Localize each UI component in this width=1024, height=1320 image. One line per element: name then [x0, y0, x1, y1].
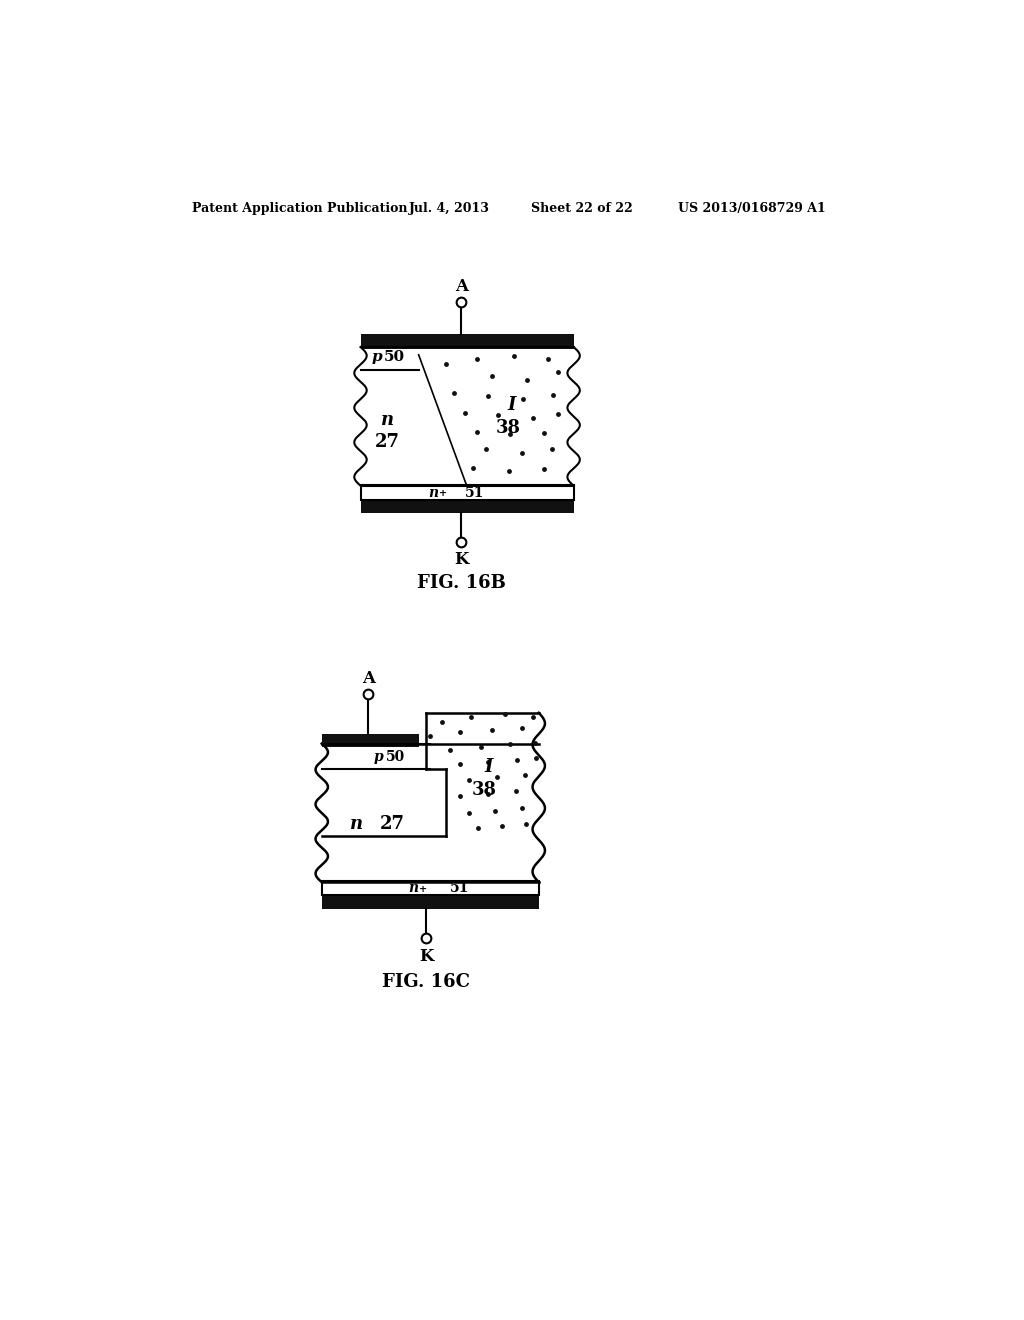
Bar [322, 882, 539, 895]
Text: p: p [374, 751, 384, 764]
Text: 38: 38 [496, 418, 520, 437]
Text: US 2013/0168729 A1: US 2013/0168729 A1 [678, 202, 826, 215]
Bar [360, 484, 573, 499]
Bar [322, 894, 539, 909]
Text: 27: 27 [380, 816, 404, 833]
Text: 50: 50 [384, 350, 404, 364]
Text: p: p [372, 350, 383, 364]
Text: K: K [419, 948, 433, 965]
Text: n: n [409, 882, 419, 895]
Text: FIG. 16B: FIG. 16B [417, 574, 506, 593]
Text: A: A [455, 277, 468, 294]
Text: 51: 51 [465, 486, 484, 499]
Text: A: A [361, 669, 375, 686]
Text: n: n [350, 816, 364, 833]
Text: 51: 51 [450, 882, 469, 895]
Bar [360, 498, 573, 512]
Text: Sheet 22 of 22: Sheet 22 of 22 [531, 202, 633, 215]
Text: n: n [428, 486, 438, 499]
Text: FIG. 16C: FIG. 16C [382, 973, 470, 991]
Text: I: I [508, 396, 516, 413]
Text: 38: 38 [472, 781, 497, 799]
Bar [322, 734, 419, 747]
Text: +: + [438, 488, 446, 498]
Text: K: K [454, 552, 468, 568]
Bar [360, 334, 573, 350]
Text: Jul. 4, 2013: Jul. 4, 2013 [409, 202, 489, 215]
Text: Patent Application Publication: Patent Application Publication [191, 202, 408, 215]
Text: n: n [381, 412, 394, 429]
Text: 50: 50 [386, 751, 406, 764]
Text: 27: 27 [375, 433, 400, 450]
Text: I: I [484, 758, 493, 776]
Text: +: + [420, 884, 428, 894]
